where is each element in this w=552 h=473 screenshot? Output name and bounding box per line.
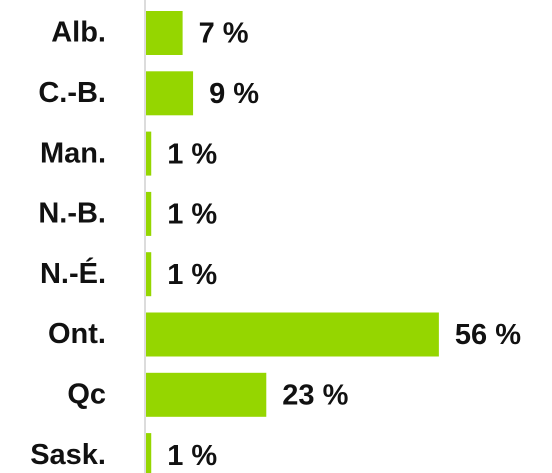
category-label: C.-B. <box>38 77 106 109</box>
bar <box>146 372 267 417</box>
category-label: Alb. <box>51 17 106 49</box>
category-label: N.-É. <box>40 256 106 290</box>
value-label: 23 % <box>282 379 348 411</box>
bar <box>146 433 152 473</box>
category-label: Ont. <box>48 318 106 350</box>
category-label: Man. <box>40 137 106 169</box>
bar <box>146 252 152 297</box>
bar <box>146 131 152 176</box>
value-label: 1 % <box>167 138 217 170</box>
value-label: 9 % <box>209 78 259 110</box>
value-label: 1 % <box>167 259 217 291</box>
bar <box>146 11 183 55</box>
value-label: 1 % <box>167 199 217 231</box>
value-label: 7 % <box>199 18 249 50</box>
value-label: 56 % <box>455 319 521 351</box>
category-label: Sask. <box>30 439 106 471</box>
bar <box>146 191 152 236</box>
value-label: 1 % <box>167 440 217 472</box>
bar <box>146 71 194 116</box>
category-label: Qc <box>67 378 106 410</box>
category-label: N.-B. <box>38 198 106 230</box>
bar <box>146 312 439 357</box>
